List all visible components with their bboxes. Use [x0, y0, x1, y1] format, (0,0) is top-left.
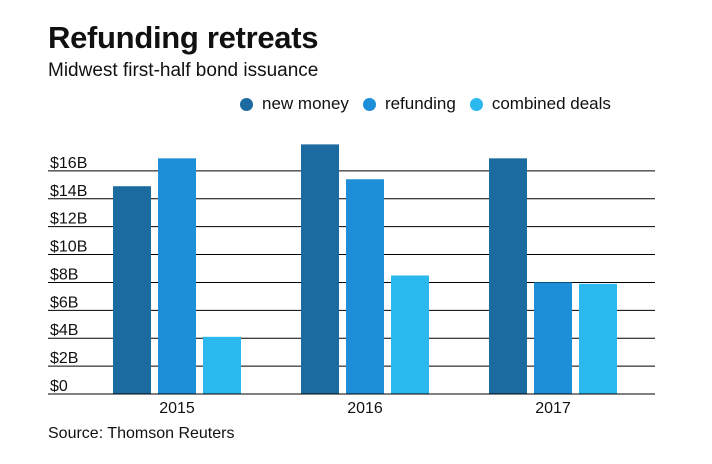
legend-swatch-new-money — [240, 97, 253, 111]
legend-label-combined-deals: combined deals — [491, 94, 611, 113]
bar-combined-deals-2015 — [203, 336, 241, 394]
y-tick-label: $16B — [50, 155, 87, 172]
bar-new-money-2015 — [113, 186, 151, 394]
source-note: Source: Thomson Reuters — [48, 425, 235, 442]
y-tick-label: $2B — [50, 350, 78, 367]
chart-title: Refunding retreats — [48, 20, 319, 55]
x-tick-label: 2015 — [159, 400, 195, 417]
legend-swatch-combined-deals — [469, 97, 483, 111]
y-tick-label: $12B — [50, 211, 87, 228]
legend: new money refunding combined deals — [240, 94, 611, 114]
chart-subtitle: Midwest first-half bond issuance — [48, 60, 319, 81]
legend-item-new-money: new money — [240, 94, 349, 114]
y-tick-label: $0 — [50, 378, 68, 395]
bar-new-money-2016 — [301, 144, 339, 394]
legend-label-new-money: new money — [262, 94, 349, 113]
x-tick-label: 2017 — [535, 400, 571, 417]
bar-refunding-2016 — [346, 179, 384, 394]
y-tick-label: $8B — [50, 266, 78, 283]
bar-combined-deals-2016 — [391, 275, 429, 394]
bar-refunding-2015 — [158, 158, 196, 394]
y-tick-label: $4B — [50, 322, 78, 339]
y-tick-label: $6B — [50, 294, 78, 311]
y-tick-label: $14B — [50, 183, 87, 200]
legend-swatch-refunding — [362, 97, 376, 111]
legend-label-refunding: refunding — [384, 94, 456, 113]
legend-item-combined-deals: combined deals — [469, 94, 611, 114]
bar-refunding-2017 — [534, 282, 572, 394]
bar-combined-deals-2017 — [579, 283, 617, 394]
y-tick-label: $10B — [50, 239, 87, 256]
legend-item-refunding: refunding — [362, 94, 456, 114]
x-tick-label: 2016 — [347, 400, 383, 417]
bar-new-money-2017 — [489, 158, 527, 394]
